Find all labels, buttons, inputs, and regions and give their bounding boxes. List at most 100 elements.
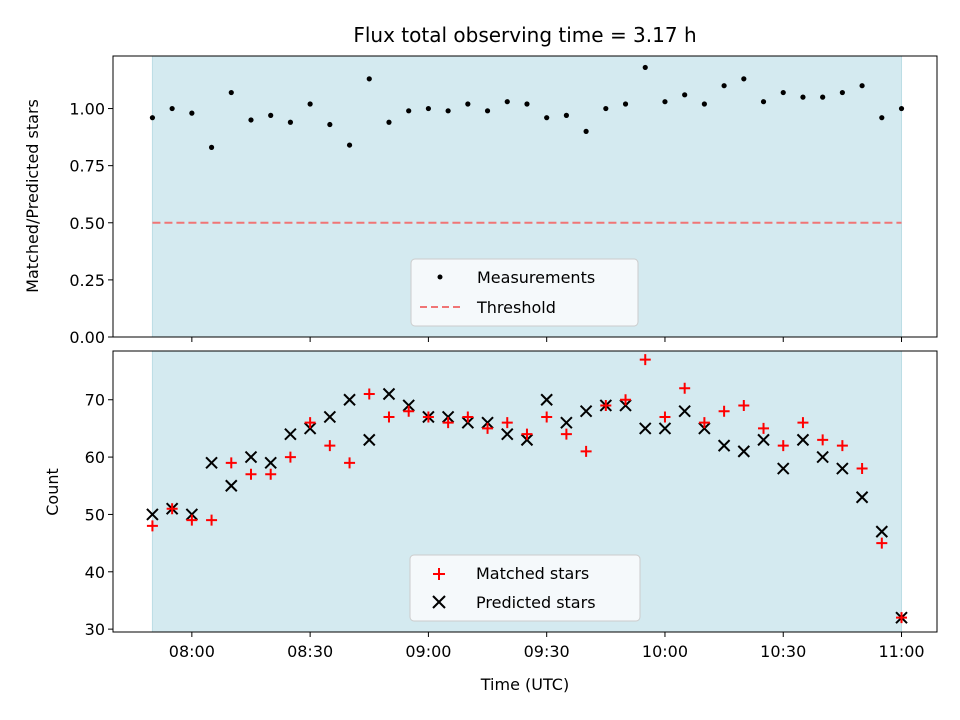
measurement-point xyxy=(544,115,550,121)
matched-star-marker xyxy=(876,537,888,549)
matched-star-marker xyxy=(442,417,454,429)
matched-star-marker xyxy=(363,388,375,400)
measurement-point xyxy=(859,83,865,89)
matched-star-marker xyxy=(698,417,710,429)
legend-measurements-label: Measurements xyxy=(477,268,595,287)
measurement-point xyxy=(603,105,609,112)
predicted-star-marker xyxy=(619,399,632,412)
matched-star-marker xyxy=(422,411,434,423)
measurement-point xyxy=(780,89,786,96)
matched-star-marker xyxy=(166,503,178,515)
measurement-point xyxy=(642,64,648,71)
y-tick-label: 0.75 xyxy=(69,157,105,176)
measurement-point xyxy=(800,94,806,100)
top-x-axis-ticks xyxy=(191,337,903,342)
predicted-star-marker xyxy=(579,405,593,418)
measurement-point xyxy=(346,142,353,148)
matched-star-marker xyxy=(245,468,257,480)
y-tick-label: 0.00 xyxy=(69,328,105,347)
measurement-point xyxy=(879,115,885,121)
predicted-star-marker xyxy=(540,393,553,406)
matched-star-marker xyxy=(501,417,513,429)
top-legend-box xyxy=(410,258,639,327)
matched-star-marker xyxy=(797,417,809,429)
measurement-point xyxy=(760,99,767,105)
measurement-point xyxy=(287,119,294,125)
measurement-point xyxy=(327,121,333,128)
predicted-star-marker xyxy=(757,433,770,447)
measurement-point xyxy=(425,105,432,112)
predicted-star-marker xyxy=(678,405,691,418)
matched-star-marker xyxy=(836,440,848,452)
measurement-point xyxy=(465,101,471,107)
matched-star-marker xyxy=(482,422,494,434)
bottom-legend-box xyxy=(409,554,641,622)
measurement-point xyxy=(268,112,274,118)
matched-star-marker xyxy=(541,411,553,423)
matched-star-marker xyxy=(817,434,829,446)
bottom-y-axis-ticks: 30 40 50 60 70 xyxy=(85,391,113,639)
bottom-axes-frame xyxy=(112,350,938,633)
y-tick-label: 0.50 xyxy=(69,214,105,233)
measurement-points xyxy=(149,64,905,150)
measurement-point xyxy=(228,89,234,96)
matched-star-marker xyxy=(403,405,415,417)
matched-star-marker xyxy=(758,422,770,434)
predicted-star-marker xyxy=(363,433,376,447)
x-tick-label: 08:00 xyxy=(169,642,215,661)
measurement-point xyxy=(406,108,412,114)
predicted-star-marker xyxy=(343,393,356,406)
matched-star-marker xyxy=(521,428,533,440)
predicted-star-marker xyxy=(698,422,711,435)
matched-star-marker xyxy=(383,411,395,423)
bottom-legend: Matched stars Predicted stars xyxy=(409,554,641,622)
legend-threshold-label: Threshold xyxy=(476,298,556,317)
matched-star-marker xyxy=(225,457,237,469)
predicted-star-marker xyxy=(639,422,652,435)
predicted-star-marker xyxy=(323,410,337,424)
matched-star-marker xyxy=(146,520,158,532)
legend-predicted-label: Predicted stars xyxy=(476,593,596,612)
measurement-point xyxy=(484,108,491,114)
y-tick-label: 60 xyxy=(85,448,105,467)
measurement-point xyxy=(366,76,372,82)
matched-star-marker xyxy=(186,514,198,526)
x-tick-label: 09:30 xyxy=(524,642,570,661)
y-tick-label: 70 xyxy=(85,391,105,410)
matched-star-marker xyxy=(639,354,651,366)
measurement-point xyxy=(149,115,156,121)
predicted-star-marker xyxy=(264,456,277,470)
x-tick-label: 11:00 xyxy=(878,642,924,661)
predicted-star-marker xyxy=(284,427,297,441)
measurement-point xyxy=(169,105,175,112)
x-tick-label: 09:00 xyxy=(405,642,451,661)
x-tick-label: 08:30 xyxy=(287,642,333,661)
matched-star-marker xyxy=(659,411,671,423)
measurement-point xyxy=(524,101,530,107)
predicted-star-marker xyxy=(658,422,672,435)
y-tick-label: 1.00 xyxy=(69,100,105,119)
predicted-star-marker xyxy=(244,450,258,464)
matched-star-marker xyxy=(265,468,277,480)
predicted-star-marker xyxy=(816,450,829,464)
measurement-point xyxy=(563,112,569,118)
count-panel: 30 40 50 60 70 08:00 08:30 09:00 09:30 10:00 10:3… xyxy=(43,350,938,694)
predicted-star-marker xyxy=(777,462,790,475)
matched-star-marker xyxy=(600,399,612,411)
y-tick-label: 40 xyxy=(85,563,105,582)
top-legend: Measurements Threshold xyxy=(410,258,639,327)
matched-star-markers xyxy=(146,354,908,624)
measurement-point xyxy=(386,119,392,125)
measurement-point xyxy=(208,144,215,150)
predicted-star-marker xyxy=(855,491,869,504)
matched-star-marker xyxy=(679,382,691,394)
matched-star-marker xyxy=(206,514,218,526)
measurement-point xyxy=(839,89,845,96)
matched-star-marker xyxy=(777,440,789,452)
matched-star-marker xyxy=(560,428,572,440)
bottom-y-axis-label: Count xyxy=(43,468,62,516)
measurement-point xyxy=(741,76,747,82)
x-tick-label: 10:00 xyxy=(642,642,688,661)
measurement-point xyxy=(583,128,589,134)
predicted-star-marker xyxy=(875,525,889,538)
